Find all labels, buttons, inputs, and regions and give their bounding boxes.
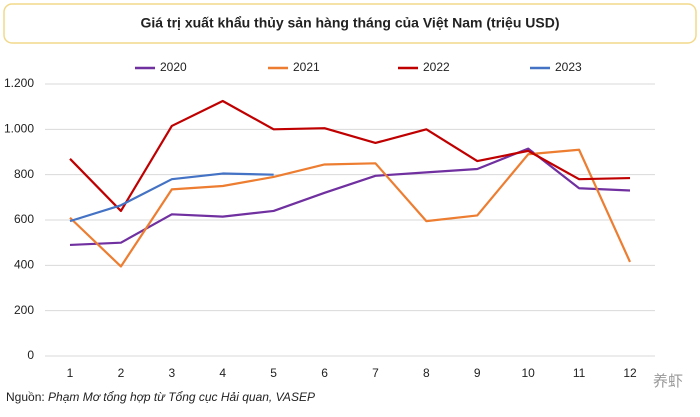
y-tick-label: 1.200 [4, 76, 34, 90]
x-tick-label: 9 [474, 366, 481, 380]
source-note: Nguồn: Phạm Mơ tổng hợp từ Tổng cục Hải … [6, 390, 315, 404]
y-tick-label: 400 [14, 258, 34, 272]
chart-title: Giá trị xuất khẩu thủy sản hàng tháng củ… [140, 15, 559, 31]
watermark: 养虾 [653, 373, 683, 390]
x-tick-label: 11 [573, 366, 586, 380]
x-tick-label: 1 [67, 366, 74, 380]
series-line [69, 172, 274, 223]
x-tick-label: 3 [168, 366, 175, 380]
x-tick-label: 5 [270, 366, 277, 380]
series-line [69, 99, 631, 213]
source-prefix: Nguồn: [6, 390, 48, 404]
series-line [69, 148, 632, 268]
y-tick-label: 600 [14, 212, 34, 226]
x-tick-label: 12 [623, 366, 637, 380]
title-box [3, 3, 697, 44]
legend-label: 2020 [160, 60, 187, 74]
y-tick-label: 800 [14, 167, 34, 181]
x-tick-label: 4 [219, 366, 226, 380]
x-tick-label: 8 [423, 366, 430, 380]
y-tick-label: 0 [27, 348, 34, 362]
legend-label: 2021 [293, 60, 320, 74]
x-tick-label: 6 [321, 366, 328, 380]
x-tick-label: 7 [372, 366, 379, 380]
x-tick-label: 2 [118, 366, 125, 380]
x-tick-label: 10 [522, 366, 536, 380]
source-text: Phạm Mơ tổng hợp từ Tổng cục Hải quan, V… [48, 390, 315, 404]
y-tick-label: 1.000 [4, 122, 34, 136]
y-tick-label: 200 [14, 303, 34, 317]
legend-label: 2023 [555, 60, 582, 74]
legend-label: 2022 [423, 60, 450, 74]
